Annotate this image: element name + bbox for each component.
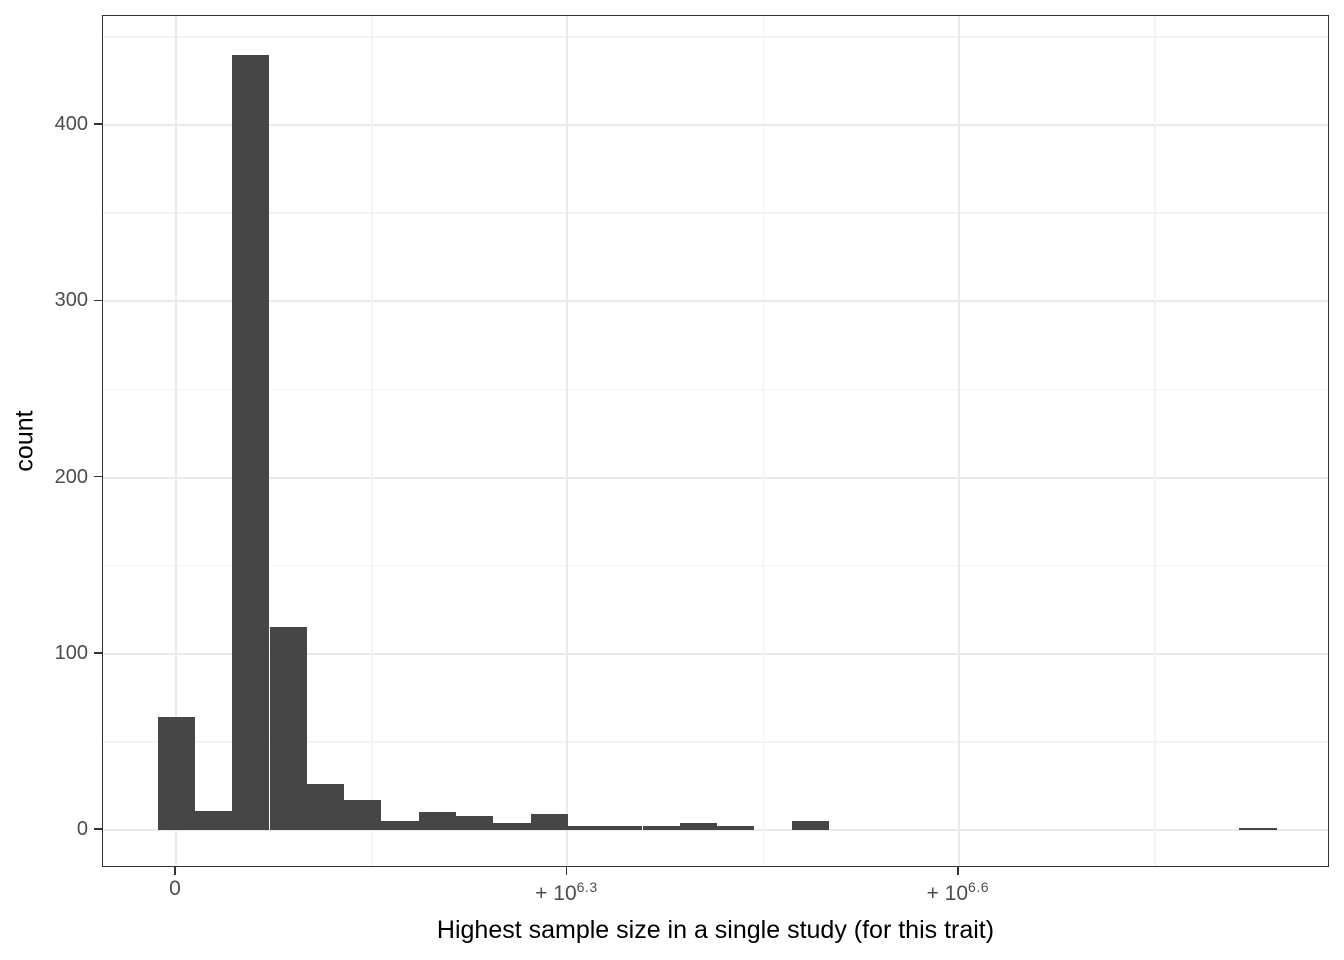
y-tick-label: 0 [76,818,88,840]
gridline-x-minor [762,16,765,866]
x-tick-base: 0 [169,877,181,900]
gridline-y-major [103,829,1328,831]
histogram-bar [269,627,307,830]
histogram-bar [642,826,680,830]
histogram-bar [493,822,531,830]
y-tick-label: 300 [54,289,88,312]
histogram-bar [418,812,456,830]
histogram-bar [194,810,233,830]
histogram-bar [717,826,755,830]
y-tick-label: 200 [54,465,88,488]
gridline-y-major [103,124,1328,126]
y-tick-mark [94,652,102,654]
gridline-y-minor [103,741,1328,743]
x-tick-exponent: 6.3 [576,879,598,895]
x-tick-base: + 10 [535,882,577,905]
histogram-bar [791,821,829,830]
histogram-bar [232,54,270,830]
histogram-bar [679,822,718,830]
x-tick-base: + 10 [926,882,969,905]
gridline-x-major [957,16,960,866]
histogram-bar [306,784,345,830]
gridline-y-major [103,476,1328,479]
x-axis-title: Highest sample size in a single study (f… [436,916,995,944]
histogram-bar [157,717,195,830]
x-tick-exponent: 6.6 [968,879,990,895]
x-tick-label: 0 [95,877,255,901]
gridline-y-minor [103,388,1328,391]
x-tick-label: + 106.3 [486,877,646,907]
gridline-y-minor [103,36,1328,38]
x-tick-mark [174,867,176,875]
gridline-y-minor [103,212,1328,214]
y-tick-mark [94,123,102,125]
y-tick-mark [94,299,102,301]
y-tick-label: 400 [54,113,88,135]
gridline-y-major [103,300,1328,303]
gridline-y-major [103,652,1328,655]
x-tick-mark [957,867,959,875]
y-tick-mark [94,828,102,830]
gridline-y-minor [103,564,1328,567]
gridline-x-minor [1154,16,1156,866]
histogram-bar [1239,828,1277,830]
histogram-bar [567,826,606,830]
y-tick-mark [94,475,102,478]
gridline-x-minor [371,16,373,866]
histogram-bar [456,815,494,830]
histogram-bar [530,814,568,830]
y-axis-title: count [10,410,39,472]
gridline-x-major [566,16,569,866]
histogram-bar [344,800,382,830]
plot-panel [102,15,1329,867]
histogram-bar [605,826,643,830]
gridline-x-major [175,16,177,866]
y-tick-label: 100 [54,641,88,664]
x-tick-label: + 106.6 [878,877,1038,907]
x-tick-mark [565,867,568,875]
histogram-bar [381,821,419,830]
